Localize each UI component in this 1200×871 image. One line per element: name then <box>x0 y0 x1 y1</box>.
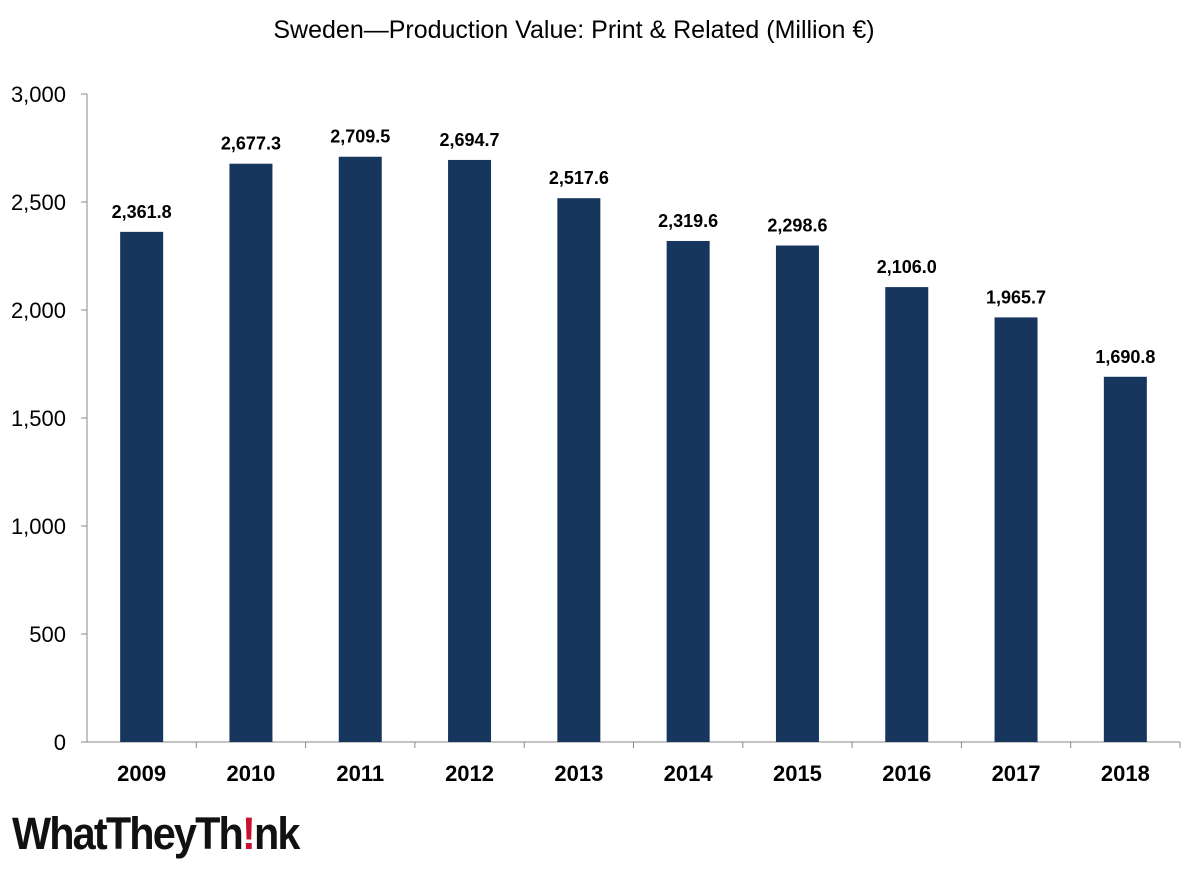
chart-title: Sweden—Production Value: Print & Related… <box>273 16 875 44</box>
bar-2010 <box>229 163 273 743</box>
y-tick-label: 0 <box>54 730 66 755</box>
y-tick-label: 3,000 <box>11 82 66 107</box>
bar-2012 <box>448 159 492 742</box>
bar-2016 <box>885 287 929 742</box>
data-label-2012: 2,694.7 <box>440 130 500 150</box>
y-tick-label: 2,000 <box>11 298 66 323</box>
x-tick-label-2015: 2015 <box>773 761 822 786</box>
data-label-2016: 2,106.0 <box>877 257 937 277</box>
y-tick-label: 1,500 <box>11 406 66 431</box>
logo-exclamation-mark: ! <box>241 808 256 859</box>
x-tick-label-2013: 2013 <box>554 761 603 786</box>
data-label-2015: 2,298.6 <box>767 216 827 236</box>
x-tick-label-2012: 2012 <box>445 761 494 786</box>
bar-2017 <box>994 317 1038 742</box>
data-label-2009: 2,361.8 <box>112 202 172 222</box>
bar-2013 <box>557 198 601 743</box>
data-label-2010: 2,677.3 <box>221 134 281 154</box>
whattheythink-logo: WhatTheyTh!nk <box>12 808 300 868</box>
x-tick-label-2010: 2010 <box>226 761 275 786</box>
data-label-2018: 1,690.8 <box>1095 347 1155 367</box>
y-tick-label: 500 <box>29 622 66 647</box>
bar-2014 <box>666 240 710 742</box>
data-label-2011: 2,709.5 <box>330 127 390 147</box>
x-tick-label-2018: 2018 <box>1101 761 1150 786</box>
bar-2009 <box>120 231 164 742</box>
x-tick-label-2016: 2016 <box>882 761 931 786</box>
x-tick-label-2017: 2017 <box>992 761 1041 786</box>
data-label-2014: 2,319.6 <box>658 211 718 231</box>
logo-text-prefix: WhatTheyTh <box>12 808 244 859</box>
y-tick-label: 2,500 <box>11 190 66 215</box>
bar-2011 <box>338 156 382 743</box>
x-tick-label-2014: 2014 <box>664 761 714 786</box>
logo-text-suffix: nk <box>253 808 300 859</box>
bar-2018 <box>1103 376 1147 742</box>
x-tick-label-2011: 2011 <box>336 761 384 786</box>
bar-2015 <box>775 245 819 743</box>
x-tick-label-2009: 2009 <box>117 761 166 786</box>
data-label-2017: 1,965.7 <box>986 287 1046 307</box>
y-tick-label: 1,000 <box>11 514 66 539</box>
bar-chart: 0 500 1,000 1,500 2,000 2,500 3,000 2,361.8 2009… <box>11 82 1181 786</box>
data-label-2013: 2,517.6 <box>549 168 609 188</box>
